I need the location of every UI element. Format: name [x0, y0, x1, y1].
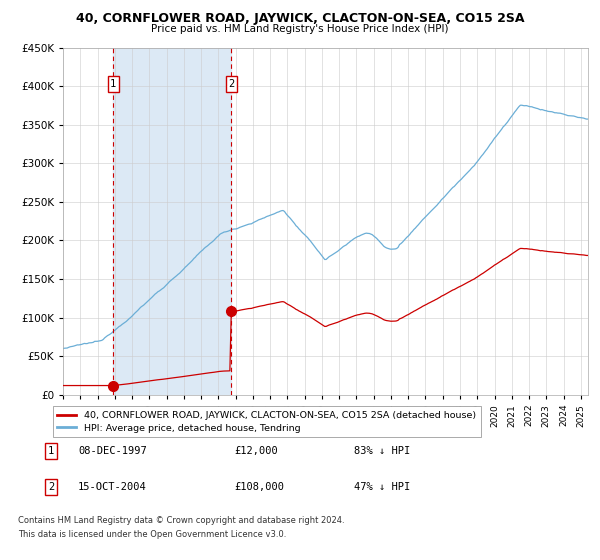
Text: Price paid vs. HM Land Registry's House Price Index (HPI): Price paid vs. HM Land Registry's House … — [151, 24, 449, 34]
Text: 08-DEC-1997: 08-DEC-1997 — [78, 446, 147, 456]
Text: £108,000: £108,000 — [234, 482, 284, 492]
Bar — [113, 48, 231, 395]
Text: 1: 1 — [48, 446, 54, 456]
Text: 15-OCT-2004: 15-OCT-2004 — [78, 482, 147, 492]
Text: 47% ↓ HPI: 47% ↓ HPI — [354, 482, 410, 492]
Text: 40, CORNFLOWER ROAD, JAYWICK, CLACTON-ON-SEA, CO15 2SA: 40, CORNFLOWER ROAD, JAYWICK, CLACTON-ON… — [76, 12, 524, 25]
Text: This data is licensed under the Open Government Licence v3.0.: This data is licensed under the Open Gov… — [18, 530, 286, 539]
Text: 2: 2 — [228, 79, 235, 89]
Legend: 40, CORNFLOWER ROAD, JAYWICK, CLACTON-ON-SEA, CO15 2SA (detached house), HPI: Av: 40, CORNFLOWER ROAD, JAYWICK, CLACTON-ON… — [53, 406, 481, 437]
Text: £12,000: £12,000 — [234, 446, 278, 456]
Text: 2: 2 — [48, 482, 54, 492]
Text: 83% ↓ HPI: 83% ↓ HPI — [354, 446, 410, 456]
Text: 1: 1 — [110, 79, 116, 89]
Text: Contains HM Land Registry data © Crown copyright and database right 2024.: Contains HM Land Registry data © Crown c… — [18, 516, 344, 525]
